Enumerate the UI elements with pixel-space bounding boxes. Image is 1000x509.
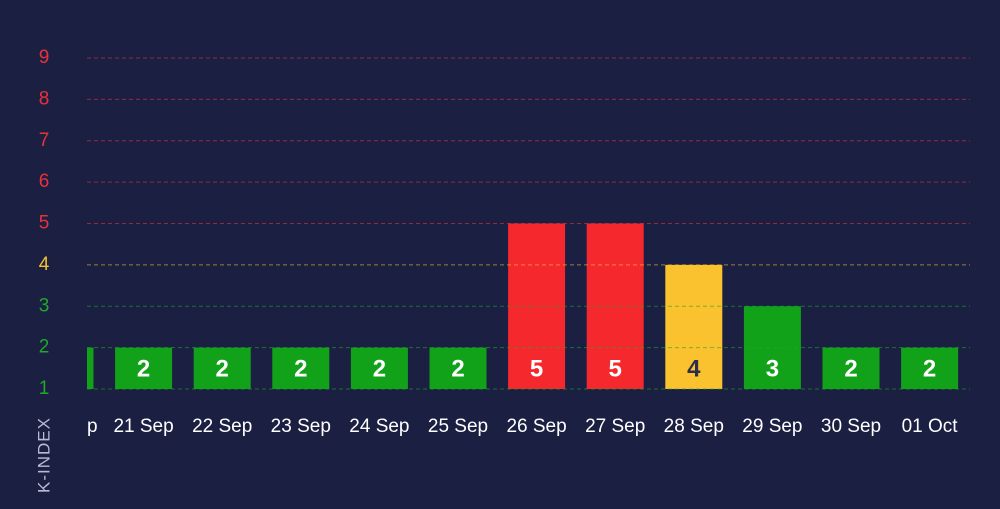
- plot-area: 222222554322: [87, 223, 959, 389]
- value-label: 2: [451, 355, 464, 382]
- x-tick-label: 24 Sep: [349, 416, 409, 437]
- value-label: 2: [137, 355, 150, 382]
- value-label: 2: [216, 355, 229, 382]
- bar: [350, 347, 408, 389]
- x-tick-label: 25 Sep: [428, 416, 488, 437]
- bar: [87, 347, 94, 389]
- x-tick-label: 27 Sep: [585, 416, 645, 437]
- value-label: 2: [844, 355, 857, 382]
- y-tick-label: 7: [39, 130, 50, 151]
- y-tick-label: 4: [39, 254, 50, 275]
- value-label: 3: [766, 355, 779, 382]
- bar: [272, 347, 330, 389]
- bar: [822, 347, 880, 389]
- value-label: 5: [609, 355, 622, 382]
- y-tick-label: 5: [39, 213, 50, 234]
- x-tick-label: 28 Sep: [664, 416, 724, 437]
- y-tick-label: 2: [39, 337, 50, 358]
- x-tick-label: 29 Sep: [742, 416, 802, 437]
- value-label: 2: [373, 355, 386, 382]
- bar: [665, 264, 723, 389]
- bar: [193, 347, 251, 389]
- x-tick-label: 01 Oct: [902, 416, 959, 437]
- y-tick-label: 3: [39, 295, 50, 316]
- value-label: 4: [687, 355, 701, 382]
- x-tick-label: 26 Sep: [506, 416, 566, 437]
- value-label: 2: [923, 355, 936, 382]
- value-label: 5: [530, 355, 543, 382]
- y-tick-label: 6: [39, 171, 50, 192]
- y-tick-label: 1: [39, 378, 50, 399]
- bar: [429, 347, 487, 389]
- bar: [115, 347, 173, 389]
- y-tick-label: 9: [39, 47, 50, 68]
- x-tick-label: 30 Sep: [821, 416, 881, 437]
- y-axis-title: K-INDEX: [34, 417, 53, 493]
- x-tick-label: 23 Sep: [271, 416, 331, 437]
- x-tick-label: 21 Sep: [113, 416, 173, 437]
- x-tick-label: p: [87, 416, 98, 437]
- bar: [901, 347, 959, 389]
- x-tick-label: 22 Sep: [192, 416, 252, 437]
- y-tick-label: 8: [39, 88, 50, 109]
- value-label: 2: [294, 355, 307, 382]
